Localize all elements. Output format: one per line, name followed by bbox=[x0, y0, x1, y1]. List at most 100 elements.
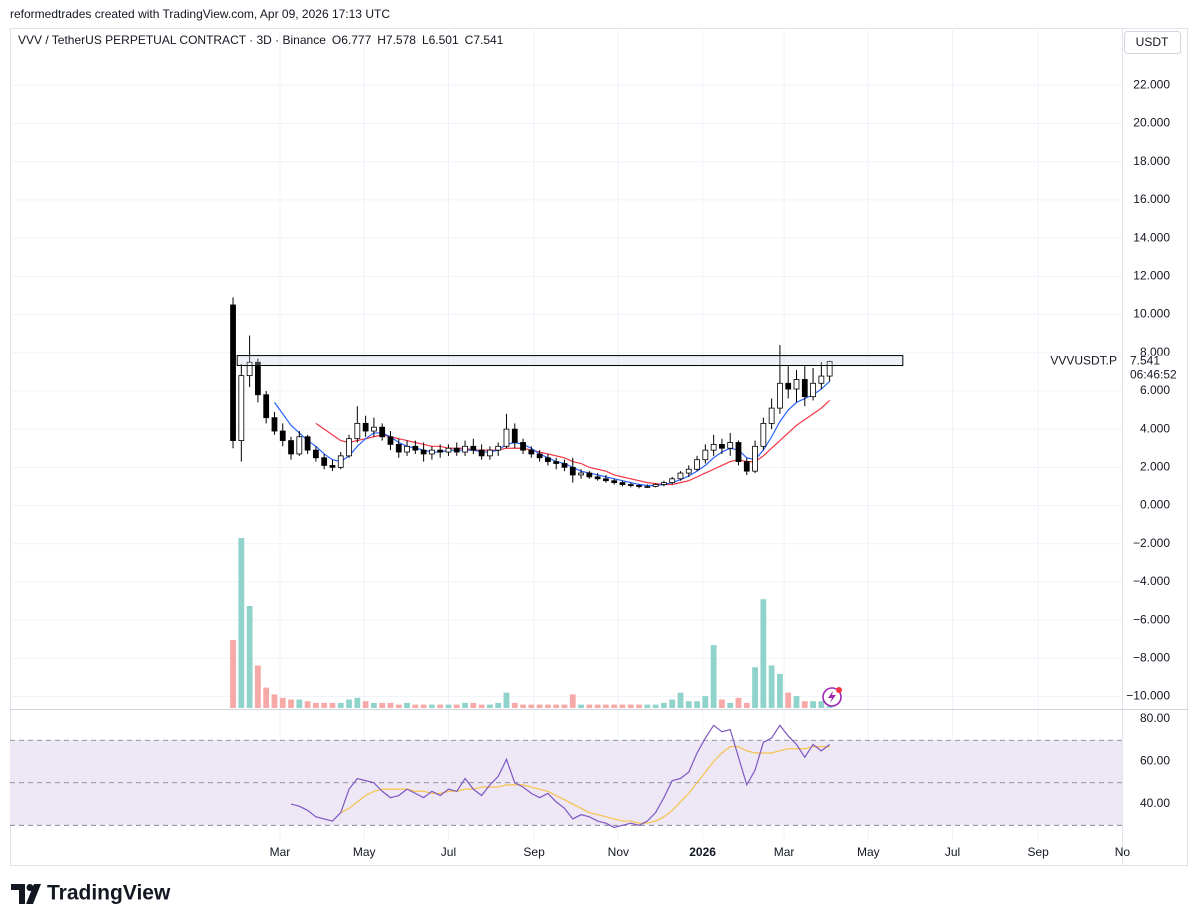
credit: reformedtrades created with TradingView.… bbox=[10, 7, 390, 21]
candle-body bbox=[412, 445, 419, 451]
last-price-label: 7.541 bbox=[1130, 354, 1160, 368]
candle-body bbox=[520, 442, 526, 451]
volume-layer bbox=[230, 538, 833, 708]
alert-dot bbox=[836, 687, 842, 693]
price-layer bbox=[230, 297, 904, 489]
volume-bar bbox=[652, 704, 659, 708]
volume-bar bbox=[420, 704, 427, 708]
candle-body bbox=[511, 428, 518, 443]
volume-bar bbox=[685, 701, 692, 708]
volume-bar bbox=[727, 702, 734, 708]
chart-title: VVV / TetherUS PERPETUAL CONTRACT · 3D ·… bbox=[18, 33, 326, 47]
candle-body bbox=[785, 382, 792, 390]
candle-body bbox=[313, 449, 319, 459]
volume-bar bbox=[785, 692, 792, 708]
x-tick-label: Mar bbox=[774, 845, 795, 859]
y-tick-label: 4.000 bbox=[1140, 421, 1170, 435]
volume-bar bbox=[511, 702, 518, 708]
x-tick-label: Sep bbox=[523, 845, 545, 859]
volume-bar bbox=[437, 704, 444, 708]
candle-body bbox=[694, 459, 700, 470]
candle-body bbox=[652, 484, 659, 487]
candle-body bbox=[395, 444, 402, 453]
candle-body bbox=[329, 465, 336, 468]
volume-bar bbox=[478, 704, 485, 708]
volume-bar bbox=[238, 538, 245, 708]
y-tick-label: 0.000 bbox=[1140, 498, 1170, 512]
candle-body bbox=[553, 461, 560, 464]
volume-bar bbox=[279, 697, 286, 708]
y-tick-label: 8.000 bbox=[1140, 345, 1170, 359]
volume-bar bbox=[536, 704, 543, 708]
volume-bar bbox=[370, 702, 377, 708]
volume-bar bbox=[586, 704, 593, 708]
volume-bar bbox=[288, 699, 294, 708]
y-tick-label: 10.000 bbox=[1133, 307, 1170, 321]
volume-bar bbox=[487, 704, 493, 708]
candle-body bbox=[271, 417, 278, 432]
candle-body bbox=[586, 472, 593, 478]
candle-body bbox=[453, 447, 460, 453]
volume-bar bbox=[735, 697, 742, 708]
volume-bar bbox=[429, 704, 435, 708]
candle-body bbox=[801, 379, 808, 398]
logo-slash bbox=[26, 884, 41, 904]
logo-mark bbox=[11, 884, 25, 904]
chart-frame bbox=[10, 28, 1188, 866]
candle-body bbox=[288, 440, 294, 455]
volume-bar bbox=[594, 704, 601, 708]
volume-bar bbox=[702, 696, 709, 708]
axes: Mar May Jul Sep Nov 2026 Mar May Jul Sep No −10.000… bbox=[270, 77, 1187, 859]
volume-bar bbox=[321, 702, 328, 708]
volume-bar bbox=[495, 702, 502, 708]
y-tick-label: 20.000 bbox=[1133, 116, 1170, 130]
x-tick-label: Mar bbox=[270, 845, 291, 859]
legend-open: O6.777 bbox=[332, 33, 372, 47]
volume-bar bbox=[627, 704, 634, 708]
rsi-tick-label: 40.00 bbox=[1140, 796, 1170, 810]
candle-body bbox=[536, 453, 543, 459]
candle-body bbox=[321, 457, 328, 466]
candle-body bbox=[495, 445, 502, 451]
candle-body bbox=[420, 449, 427, 455]
candle-body bbox=[710, 444, 717, 451]
candle-body bbox=[387, 436, 394, 445]
volume-bar bbox=[230, 640, 236, 708]
candle-body bbox=[619, 482, 626, 485]
rsi-line bbox=[290, 724, 831, 829]
volume-bar bbox=[329, 702, 336, 708]
candle-body bbox=[569, 466, 576, 476]
candle-body bbox=[760, 422, 767, 447]
rsi-pane bbox=[10, 724, 1122, 829]
volume-bar bbox=[470, 702, 477, 708]
candle-body bbox=[636, 485, 642, 487]
legend-close: C7.541 bbox=[465, 33, 504, 47]
resistance-zone bbox=[236, 355, 904, 367]
currency-button[interactable] bbox=[1124, 31, 1181, 54]
volume-bar bbox=[743, 702, 750, 708]
candle-body bbox=[661, 482, 667, 485]
candle-body bbox=[470, 445, 477, 451]
volume-bar bbox=[644, 704, 651, 708]
currency-label: USDT bbox=[1136, 35, 1169, 49]
y-tick-label: 2.000 bbox=[1140, 459, 1170, 473]
rsi-tick-label: 80.00 bbox=[1140, 711, 1170, 725]
candle-body bbox=[445, 447, 452, 453]
volume-bar bbox=[553, 704, 560, 708]
candle-body bbox=[296, 436, 303, 455]
candle-body bbox=[238, 375, 245, 441]
volume-bar bbox=[296, 699, 303, 708]
candle-body bbox=[743, 461, 750, 472]
candle-body bbox=[627, 484, 634, 486]
x-tick-label: No bbox=[1115, 845, 1131, 859]
volume-bar bbox=[520, 704, 526, 708]
volume-bar bbox=[619, 704, 626, 708]
candle-body bbox=[793, 379, 800, 390]
candle-body bbox=[826, 361, 833, 377]
volume-bar bbox=[810, 701, 816, 708]
volume-bar bbox=[528, 704, 535, 708]
volume-bar bbox=[661, 702, 667, 708]
alert-icon[interactable] bbox=[822, 687, 842, 707]
volume-bar bbox=[453, 704, 460, 708]
candle-body bbox=[346, 438, 352, 457]
